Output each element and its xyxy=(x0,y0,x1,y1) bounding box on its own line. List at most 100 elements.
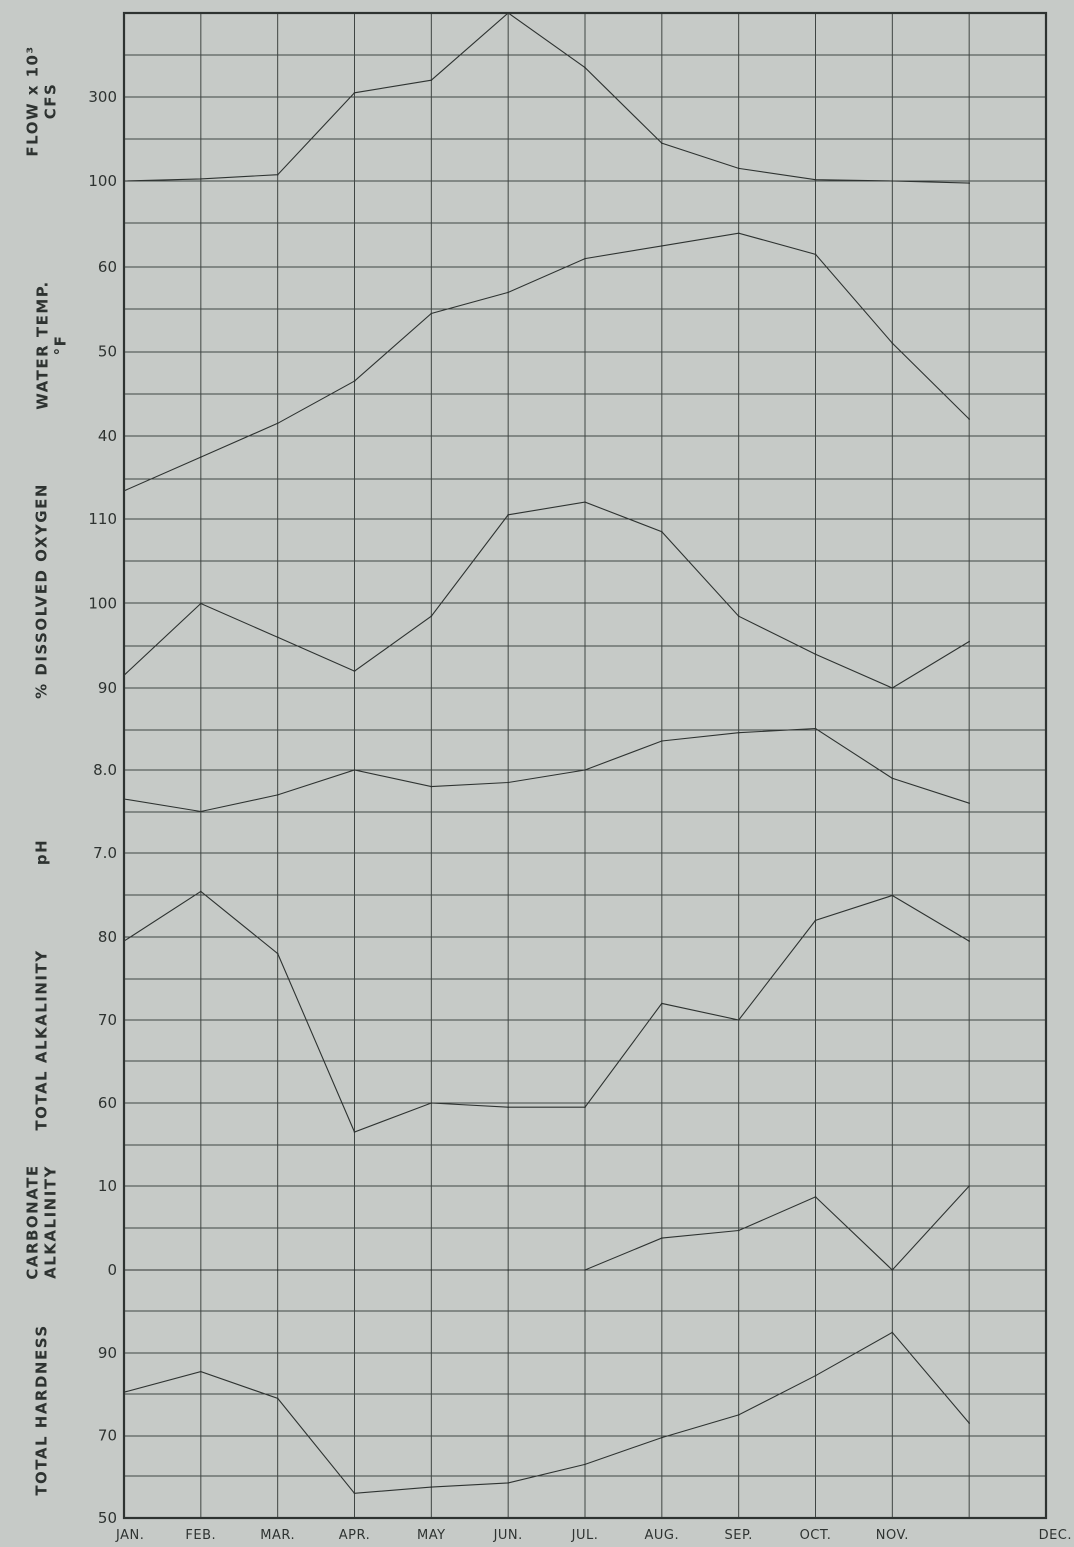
data-point-oxygen xyxy=(353,670,356,672)
data-point-temp xyxy=(507,291,510,294)
x-tick-label: MAY xyxy=(417,1528,446,1543)
x-tick-label: DEC. xyxy=(1039,1528,1072,1543)
series-line-temp xyxy=(123,232,970,492)
y-tick-label-ph: 7.0 xyxy=(93,844,117,862)
data-point-oxygen xyxy=(737,615,740,617)
data-point-alkalinity xyxy=(584,1106,586,1108)
data-point-flow xyxy=(430,79,433,81)
data-point-oxygen xyxy=(661,530,663,533)
data-point-oxygen xyxy=(507,514,510,516)
data-point-hardness xyxy=(200,1370,202,1373)
data-point-hardness xyxy=(430,1486,433,1488)
data-point-carbonate xyxy=(507,1269,510,1271)
data-point-carbonate xyxy=(353,1269,356,1271)
panel-label-line: % DISSOLVED OXYGEN xyxy=(33,483,51,699)
x-tick-label: FEB. xyxy=(185,1528,216,1543)
y-tick-label-temp: 40 xyxy=(98,427,117,445)
x-axis-labels: JAN. FEB. MAR. APR. MAY JUN. JUL. AUG. SEP. OCT. N… xyxy=(115,1528,1072,1543)
panel-label-line: WATER TEMP. xyxy=(34,280,52,409)
data-point-oxygen xyxy=(891,687,894,689)
data-point-temp xyxy=(737,232,740,234)
panel-label-oxygen: % DISSOLVED OXYGEN xyxy=(33,483,51,699)
panel-label-flow: FLOW x 10³ CFS xyxy=(24,45,60,156)
panel-labels: FLOW x 10³ CFS WATER TEMP. °F % DISSOLVED OX… xyxy=(24,45,70,1495)
x-tick-label: JUN. xyxy=(493,1528,523,1543)
data-point-ph xyxy=(814,727,817,730)
data-point-flow xyxy=(584,66,586,69)
y-tick-label-oxygen: 100 xyxy=(88,595,117,613)
data-point-ph xyxy=(968,802,970,804)
data-point-alkalinity xyxy=(814,919,817,922)
series-line-hardness xyxy=(123,1331,970,1494)
data-point-hardness xyxy=(507,1482,510,1484)
series-line-flow xyxy=(123,12,970,184)
data-point-flow xyxy=(814,178,817,181)
panel-label-hardness: TOTAL HARDNESS xyxy=(33,1324,51,1495)
y-tick-label-hardness: 50 xyxy=(98,1509,117,1527)
data-point-alkalinity xyxy=(353,1131,356,1133)
data-point-flow xyxy=(661,142,663,144)
data-point-hardness xyxy=(891,1331,894,1334)
data-point-alkalinity xyxy=(507,1106,510,1108)
y-tick-label-alkalinity: 80 xyxy=(98,928,117,946)
panel-label-carbonate: CARBONATE ALKALINITY xyxy=(24,1164,60,1279)
data-point-ph xyxy=(584,769,586,771)
y-tick-label-ph: 8.0 xyxy=(93,761,117,779)
data-point-temp xyxy=(353,380,356,382)
data-point-temp xyxy=(661,245,663,247)
data-point-temp xyxy=(430,312,433,315)
data-point-flow xyxy=(200,178,202,180)
x-tick-label: JUL. xyxy=(571,1528,599,1543)
data-point-flow xyxy=(353,92,356,94)
series-line-ph xyxy=(123,727,970,813)
data-point-oxygen xyxy=(584,501,586,503)
data-point-temp xyxy=(200,456,202,458)
panel-label-temp: WATER TEMP. °F xyxy=(34,280,70,409)
y-tick-label-flow: 100 xyxy=(88,172,117,190)
data-point-temp xyxy=(968,418,970,420)
data-point-alkalinity xyxy=(430,1102,433,1104)
data-point-hardness xyxy=(276,1397,279,1400)
data-point-ph xyxy=(430,785,433,788)
panel-label-line: TOTAL ALKALINITY xyxy=(33,949,51,1130)
data-point-temp xyxy=(814,253,817,256)
data-point-oxygen xyxy=(200,602,202,605)
y-tick-label-alkalinity: 70 xyxy=(98,1011,117,1029)
x-tick-label: JAN. xyxy=(115,1528,144,1543)
panel-label-line: ALKALINITY xyxy=(42,1165,60,1279)
x-tick-label: MAR. xyxy=(260,1528,295,1543)
y-tick-label-flow: 300 xyxy=(88,88,117,106)
y-tick-labels: 100 300 40 50 60 90 100 110 7.0 8.0 60 70 80 0 10 50 70 9… xyxy=(88,88,117,1527)
data-point-oxygen xyxy=(430,615,433,617)
data-point-carbonate xyxy=(584,1269,586,1271)
y-tick-label-hardness: 70 xyxy=(98,1427,117,1445)
y-tick-label-hardness: 90 xyxy=(98,1344,117,1362)
data-point-carbonate xyxy=(661,1237,663,1239)
data-point-ph xyxy=(661,740,663,742)
series-line-carbonate xyxy=(124,1185,970,1271)
data-point-hardness xyxy=(968,1422,970,1424)
panel-label-line: °F xyxy=(52,335,70,356)
panel-label-line: CARBONATE xyxy=(24,1164,42,1279)
data-point-hardness xyxy=(737,1414,740,1416)
data-point-alkalinity xyxy=(276,952,279,955)
data-point-alkalinity xyxy=(737,1019,740,1021)
data-point-ph xyxy=(276,794,279,796)
data-point-hardness xyxy=(814,1374,817,1377)
data-point-flow xyxy=(968,182,970,184)
data-point-alkalinity xyxy=(661,1002,663,1005)
data-point-carbonate xyxy=(276,1269,279,1271)
panel-label-line: CFS xyxy=(42,83,60,120)
data-point-alkalinity xyxy=(891,894,894,897)
data-point-ph xyxy=(200,810,202,813)
data-point-oxygen xyxy=(814,653,817,655)
data-point-alkalinity xyxy=(968,940,970,942)
y-tick-label-temp: 50 xyxy=(98,343,117,361)
x-tick-label: NOV. xyxy=(876,1528,909,1543)
data-point-hardness xyxy=(584,1463,586,1466)
data-point-hardness xyxy=(353,1492,356,1495)
y-tick-label-oxygen: 110 xyxy=(88,510,117,528)
vertical-grid xyxy=(200,13,970,1518)
